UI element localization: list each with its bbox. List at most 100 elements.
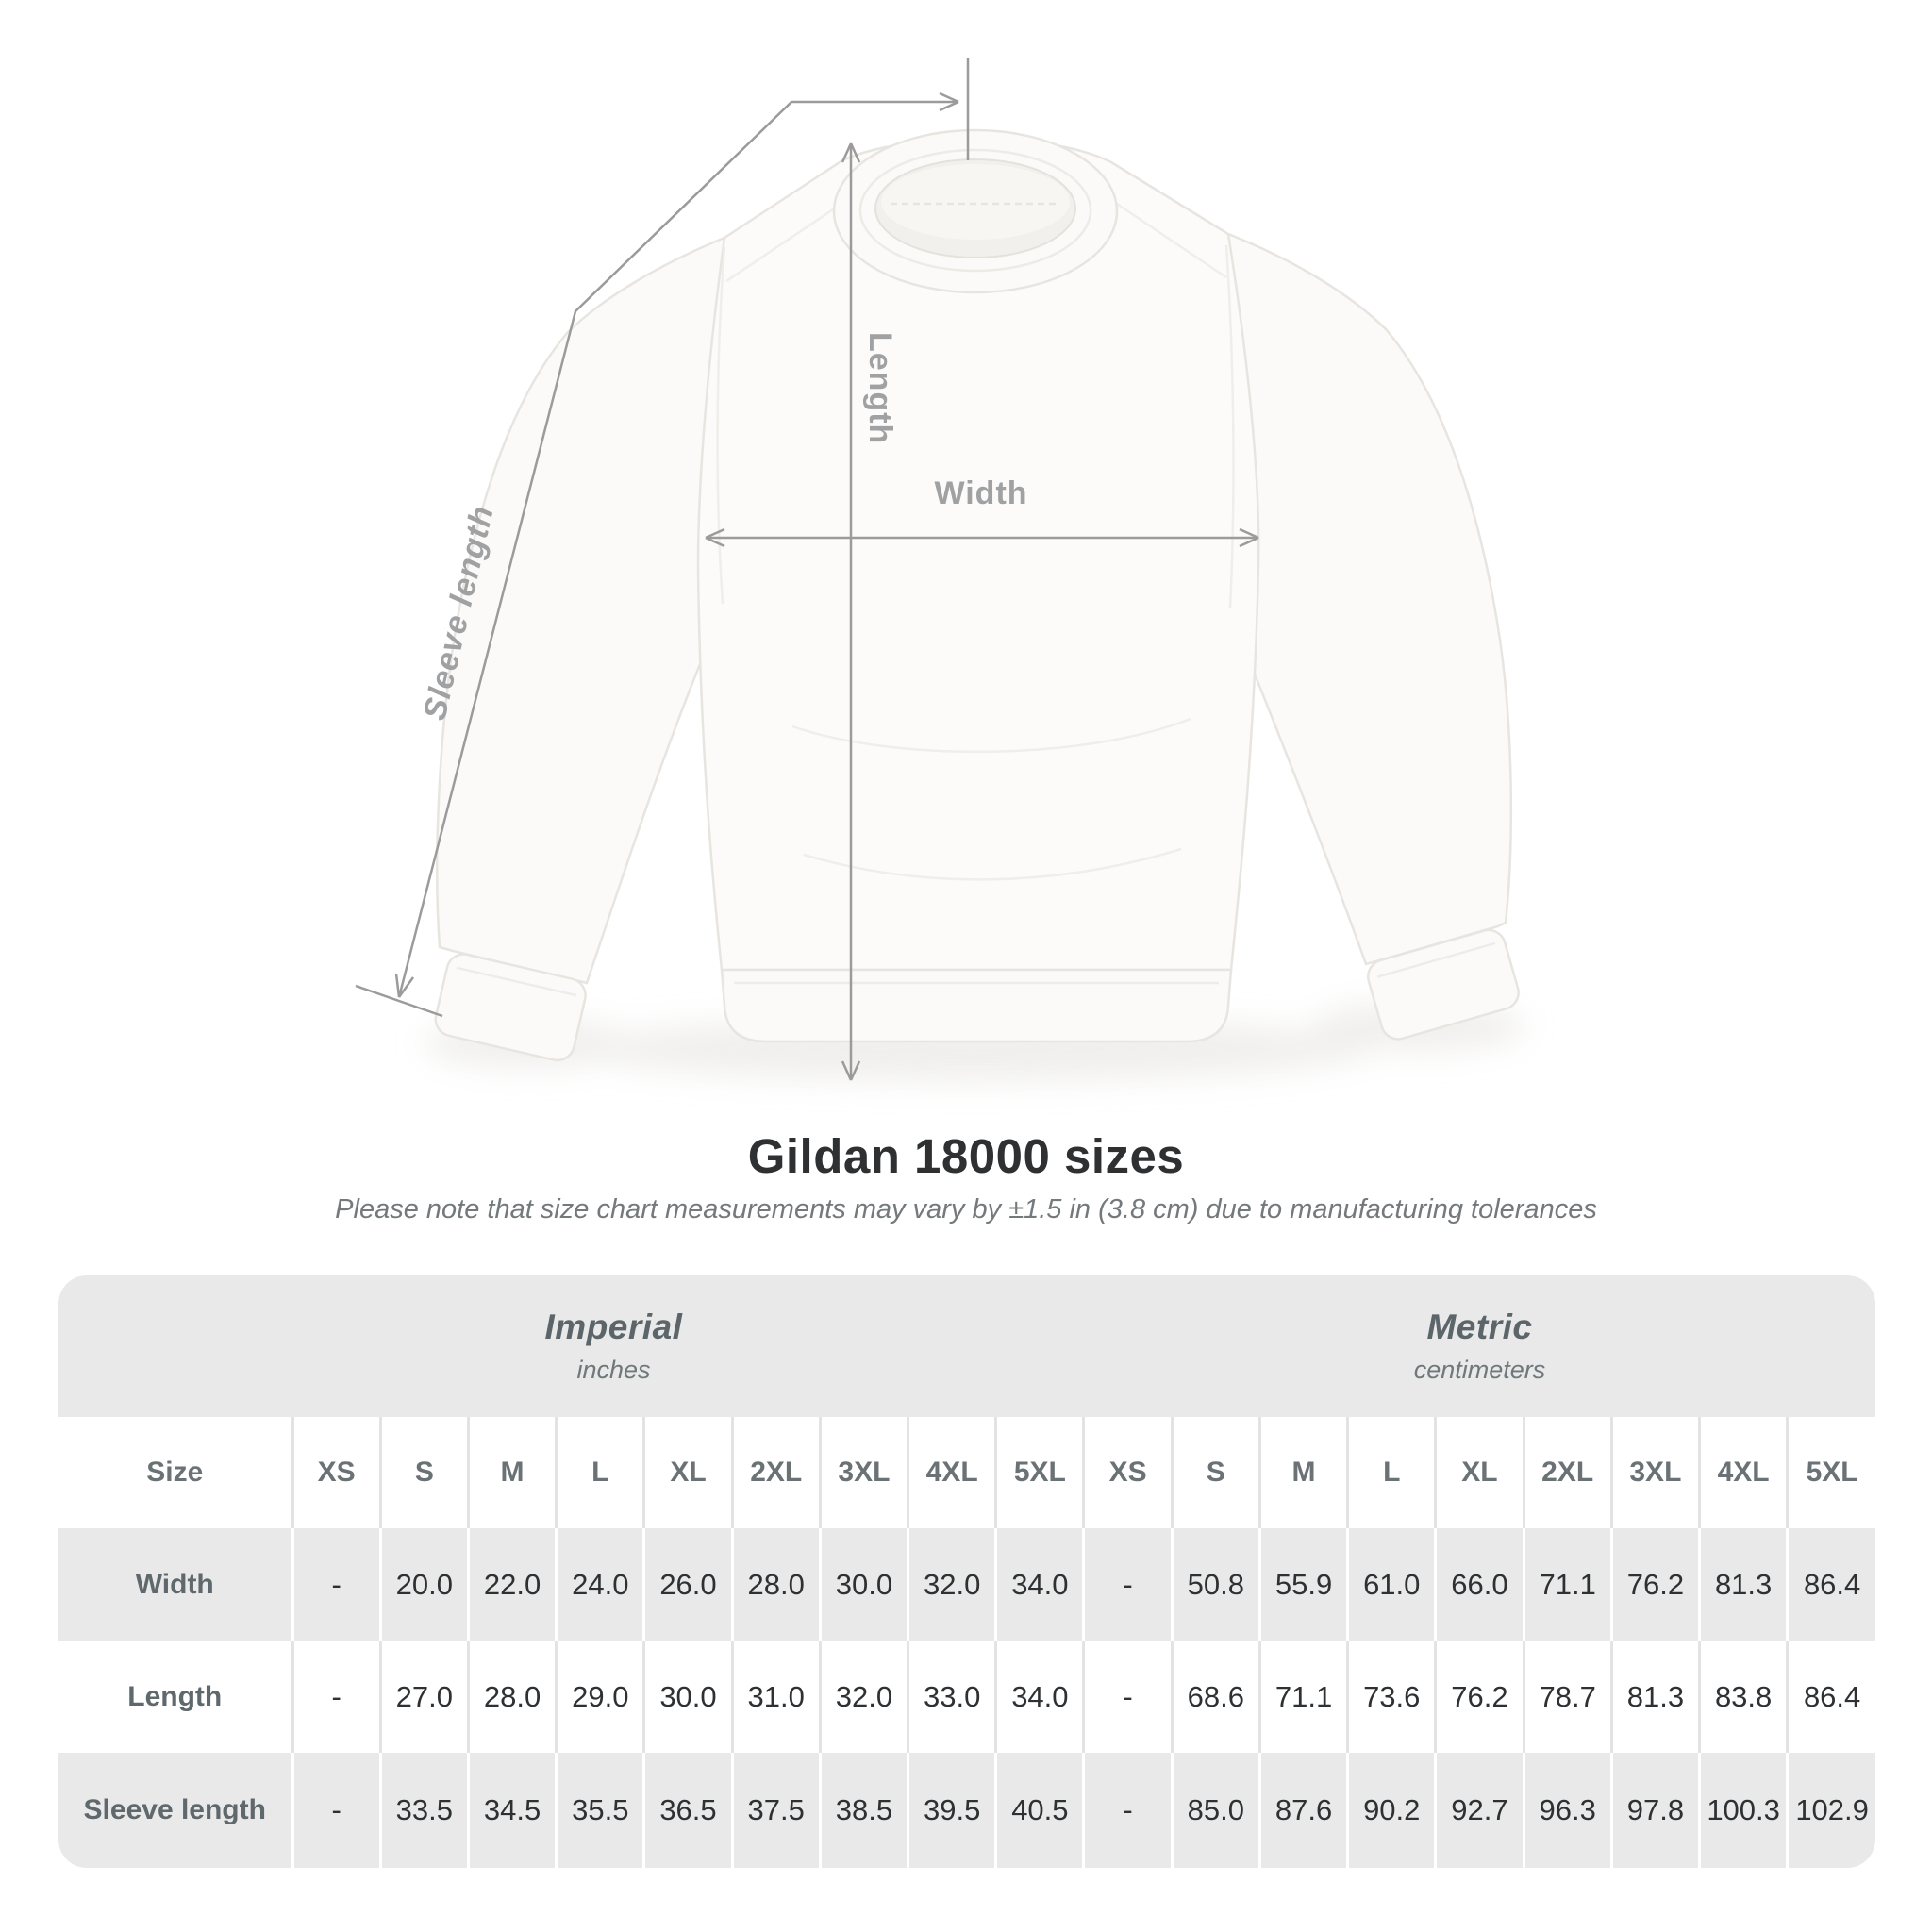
- table-cell: 86.4: [1786, 1641, 1875, 1753]
- table-cell: -: [291, 1641, 381, 1753]
- table-cell: 37.5: [730, 1753, 821, 1868]
- table-cell: 97.8: [1609, 1753, 1700, 1868]
- table-cell: 26.0: [642, 1528, 733, 1641]
- length-measure-line: [841, 142, 861, 1081]
- table-row-width: Width - 20.0 22.0 24.0 26.0 28.0 30.0 32…: [58, 1528, 1875, 1641]
- column-header-imperial-3xl: 3XL: [818, 1417, 908, 1528]
- hem-ribbing: [720, 968, 1233, 1043]
- table-cell: 39.5: [907, 1753, 996, 1868]
- imperial-unit-label: inches: [576, 1356, 651, 1384]
- table-cell: 55.9: [1257, 1528, 1348, 1641]
- table-cell: 76.2: [1609, 1528, 1700, 1641]
- right-cuff: [1367, 928, 1520, 1041]
- column-header-imperial-xl: XL: [642, 1417, 733, 1528]
- table-cell: 66.0: [1434, 1528, 1524, 1641]
- left-sleeve: [436, 236, 728, 985]
- column-header-imperial-4xl: 4XL: [907, 1417, 996, 1528]
- table-cell: 30.0: [818, 1528, 908, 1641]
- column-header-imperial-2xl: 2XL: [730, 1417, 821, 1528]
- column-header-metric-4xl: 4XL: [1697, 1417, 1788, 1528]
- table-row-length: Length - 27.0 28.0 29.0 30.0 31.0 32.0 3…: [58, 1641, 1875, 1753]
- table-cell: 22.0: [466, 1528, 557, 1641]
- table-cell: 90.2: [1346, 1753, 1436, 1868]
- column-header-metric-s: S: [1170, 1417, 1260, 1528]
- column-header-imperial-5xl: 5XL: [994, 1417, 1084, 1528]
- table-cell: 102.9: [1786, 1753, 1875, 1868]
- unit-group-row: Imperial inches Metric centimeters: [58, 1275, 1875, 1417]
- table-cell: 32.0: [907, 1528, 996, 1641]
- table-cell: 40.5: [994, 1753, 1084, 1868]
- table-cell: 34.0: [994, 1528, 1084, 1641]
- size-header-row: Size XS S M L XL 2XL 3XL 4XL 5XL XS S M …: [58, 1417, 1875, 1528]
- row-label-sleeve-length: Sleeve length: [58, 1753, 292, 1868]
- table-cell: 28.0: [466, 1641, 557, 1753]
- column-header-imperial-xs: XS: [291, 1417, 381, 1528]
- table-cell: -: [1082, 1641, 1173, 1753]
- table-cell: 96.3: [1522, 1753, 1612, 1868]
- table-cell: 29.0: [555, 1641, 644, 1753]
- page-title: Gildan 18000 sizes: [747, 1129, 1185, 1183]
- table-cell: 35.5: [555, 1753, 644, 1868]
- table-cell: 73.6: [1346, 1641, 1436, 1753]
- table-cell: 68.6: [1170, 1641, 1260, 1753]
- table-cell: 38.5: [818, 1753, 908, 1868]
- length-measure-label: Length: [862, 332, 898, 444]
- table-cell: 34.0: [994, 1641, 1084, 1753]
- table-cell: -: [1082, 1528, 1173, 1641]
- table-cell: 81.3: [1609, 1641, 1700, 1753]
- table-cell: 28.0: [730, 1528, 821, 1641]
- body-seams: [716, 196, 1235, 881]
- table-cell: 33.5: [378, 1753, 469, 1868]
- table-cell: 78.7: [1522, 1641, 1612, 1753]
- table-cell: 61.0: [1346, 1528, 1436, 1641]
- table-cell: 83.8: [1697, 1641, 1788, 1753]
- sweatshirt-body: [696, 137, 1260, 972]
- measurement-lines: [355, 58, 1259, 1081]
- size-table-grid: Imperial inches Metric centimeters Size …: [58, 1275, 1875, 1868]
- table-cell: 86.4: [1786, 1528, 1875, 1641]
- table-cell: 50.8: [1170, 1528, 1260, 1641]
- table-cell: 85.0: [1170, 1753, 1260, 1868]
- sleeve-measure-line: [355, 101, 792, 1018]
- column-header-metric-3xl: 3XL: [1609, 1417, 1700, 1528]
- imperial-label: Imperial: [544, 1307, 683, 1346]
- collar: [832, 128, 1119, 294]
- table-cell: 24.0: [555, 1528, 644, 1641]
- table-cell: 32.0: [818, 1641, 908, 1753]
- table-cell: 36.5: [642, 1753, 733, 1868]
- table-cell: -: [291, 1528, 381, 1641]
- width-measure-label: Width: [934, 475, 1027, 511]
- table-cell: 87.6: [1257, 1753, 1348, 1868]
- table-cell: 92.7: [1434, 1753, 1524, 1868]
- width-measure-line: [705, 527, 1259, 548]
- metric-label: Metric: [1426, 1307, 1533, 1346]
- table-cell: 30.0: [642, 1641, 733, 1753]
- column-header-metric-2xl: 2XL: [1522, 1417, 1612, 1528]
- column-header-metric-5xl: 5XL: [1786, 1417, 1875, 1528]
- table-cell: 33.0: [907, 1641, 996, 1753]
- column-header-imperial-l: L: [555, 1417, 644, 1528]
- row-label-width: Width: [58, 1528, 292, 1641]
- column-header-imperial-s: S: [378, 1417, 469, 1528]
- shoulder-measure-line: [791, 58, 970, 160]
- column-header-metric-xs: XS: [1082, 1417, 1173, 1528]
- size-column-header: Size: [58, 1417, 292, 1528]
- sweatshirt-figure: Length Width Sleeve length: [355, 58, 1525, 1081]
- table-cell: 81.3: [1697, 1528, 1788, 1641]
- metric-group-header: Metric centimeters: [1083, 1275, 1875, 1417]
- left-cuff: [434, 953, 587, 1062]
- column-header-imperial-m: M: [466, 1417, 557, 1528]
- table-cell: -: [291, 1753, 381, 1868]
- row-label-length: Length: [58, 1641, 292, 1753]
- table-cell: 71.1: [1522, 1528, 1612, 1641]
- table-cell: 100.3: [1697, 1753, 1788, 1868]
- imperial-group-header: Imperial inches: [58, 1275, 1084, 1417]
- table-cell: 27.0: [378, 1641, 469, 1753]
- table-cell: -: [1082, 1753, 1173, 1868]
- table-cell: 31.0: [730, 1641, 821, 1753]
- tolerance-note: Please note that size chart measurements…: [335, 1194, 1597, 1224]
- table-cell: 34.5: [466, 1753, 557, 1868]
- column-header-metric-l: L: [1346, 1417, 1436, 1528]
- metric-unit-label: centimeters: [1413, 1356, 1546, 1384]
